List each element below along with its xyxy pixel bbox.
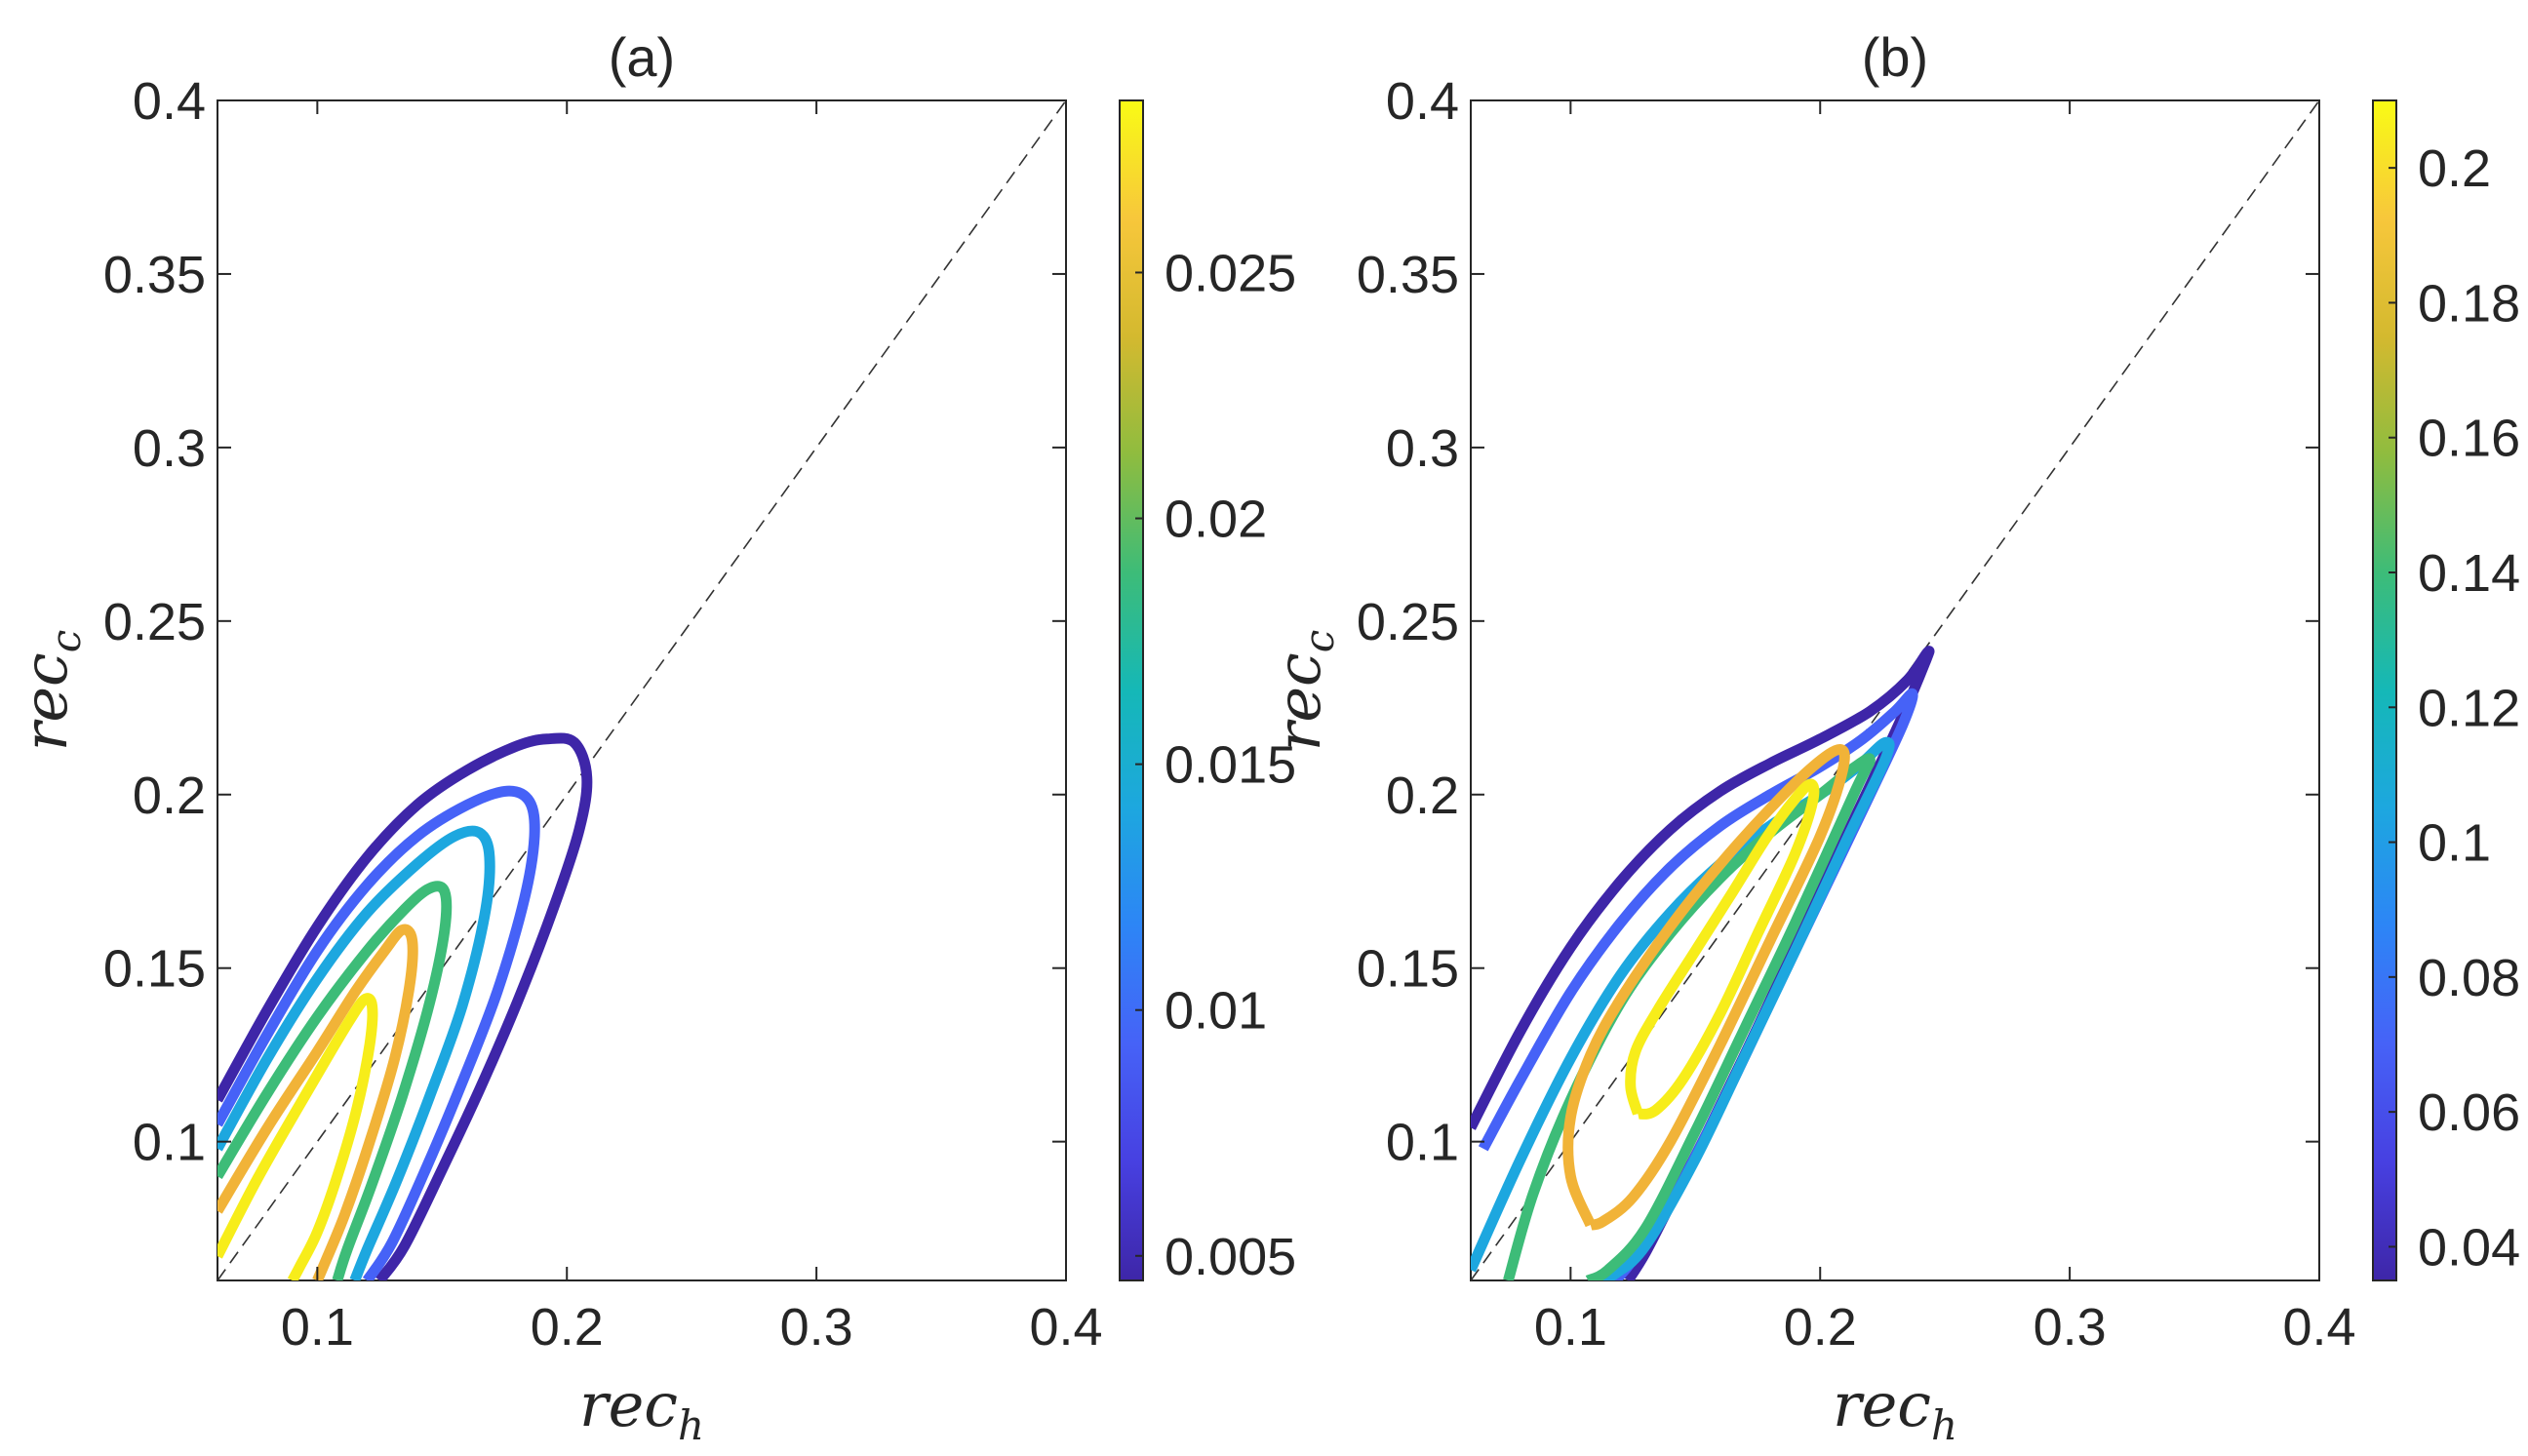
y-tick-label-a: 0.15 — [103, 940, 206, 999]
panel-b: (b) 0.1 0.2 0.3 0.4 0 — [1263, 26, 2520, 1449]
y-ticks-b: 0.1 0.15 0.2 0.25 0.3 0.35 0.4 — [1357, 72, 1484, 1172]
x-tick-label-a: 0.2 — [531, 1298, 604, 1357]
colorbar-tick-label-a: 0.025 — [1165, 244, 1296, 302]
colorbar-tick-label-b: 0.08 — [2418, 949, 2520, 1007]
y-axis-label-b: recc — [1263, 630, 1343, 752]
y-tick-label-b: 0.4 — [1386, 72, 1459, 131]
x-tick-label-a: 0.3 — [780, 1298, 853, 1357]
contour-line-0.013 — [217, 825, 495, 1280]
contour-line-0.028 — [217, 993, 378, 1280]
y-tick-label-b: 0.35 — [1357, 246, 1459, 304]
x-axis-label-b: rech — [1833, 1369, 1957, 1449]
x-tick-label-a: 0.4 — [1029, 1298, 1102, 1357]
contour-lines-b — [1471, 646, 1935, 1280]
x-tick-label-b: 0.2 — [1784, 1298, 1857, 1357]
x-tick-label-a: 0.1 — [281, 1298, 354, 1357]
diagonal-reference-line-b — [1470, 99, 2320, 1281]
contour-line-0.005 — [217, 732, 593, 1280]
colorbar-tick-label-b: 0.04 — [2418, 1218, 2520, 1277]
x-axis-label-a: rech — [579, 1369, 704, 1449]
colorbar-tick-label-a: 0.01 — [1165, 982, 1267, 1041]
x-ticks-a: 0.1 0.2 0.3 0.4 — [281, 1267, 1103, 1357]
contour-line-0.21 — [1625, 778, 1820, 1120]
colorbar-tick-label-b: 0.06 — [2418, 1083, 2520, 1142]
contour-line-0.008 — [217, 785, 540, 1280]
colorbar-gradient-a — [1119, 99, 1144, 1281]
contour-line-0.18 — [1562, 744, 1850, 1231]
y-tick-label-b: 0.1 — [1386, 1114, 1459, 1172]
contour-line-0.024 — [217, 924, 418, 1280]
colorbar-gradient-b — [2372, 99, 2397, 1281]
y-tick-label-a: 0.3 — [133, 419, 206, 478]
y-tick-label-a: 0.2 — [133, 767, 206, 825]
y-tick-label-b: 0.25 — [1357, 593, 1459, 651]
contour-line-0.019 — [217, 881, 453, 1280]
y-tick-label-a: 0.1 — [133, 1114, 206, 1172]
y-axis-label-a: recc — [10, 630, 90, 752]
x-tick-label-b: 0.4 — [2282, 1298, 2355, 1357]
colorbar-tick-label-b: 0.1 — [2418, 814, 2491, 873]
x-tick-label-b: 0.3 — [2034, 1298, 2107, 1357]
y-tick-label-a: 0.35 — [103, 246, 206, 304]
colorbar-tick-label-b: 0.2 — [2418, 139, 2491, 198]
chart-title-b: (b) — [1862, 26, 1928, 88]
chart-title-a: (a) — [609, 26, 675, 88]
x-tick-label-b: 0.1 — [1534, 1298, 1607, 1357]
y-tick-label-b: 0.3 — [1386, 419, 1459, 478]
y-ticks-a: 0.1 0.15 0.2 0.25 0.3 0.35 0.4 — [103, 72, 231, 1172]
y-tick-label-a: 0.25 — [103, 593, 206, 651]
colorbar-tick-label-b: 0.16 — [2418, 410, 2520, 468]
colorbar-tick-label-a: 0.005 — [1165, 1228, 1296, 1286]
colorbar-tick-label-b: 0.12 — [2418, 679, 2520, 737]
panel-a: (a) 0.1 0.2 0.3 0.4 0 — [10, 26, 1296, 1449]
x-ticks-b: 0.1 0.2 0.3 0.4 — [1534, 1267, 2356, 1357]
y-tick-label-a: 0.4 — [133, 72, 206, 131]
colorbar-tick-label-a: 0.02 — [1165, 491, 1267, 549]
y-tick-label-b: 0.2 — [1386, 767, 1459, 825]
contour-lines-a — [217, 732, 593, 1280]
colorbar-tick-label-a: 0.015 — [1165, 736, 1296, 795]
colorbar-a: 0.005 0.01 0.015 0.02 0.025 — [1119, 99, 1296, 1286]
colorbar-b: 0.04 0.06 0.08 0.1 0.12 0.14 0.16 0.18 0… — [2372, 99, 2520, 1281]
y-tick-label-b: 0.15 — [1357, 940, 1459, 999]
contour-line-0.09 — [1471, 736, 1895, 1280]
colorbar-tick-label-b: 0.18 — [2418, 274, 2520, 333]
colorbar-tick-label-b: 0.14 — [2418, 544, 2520, 603]
